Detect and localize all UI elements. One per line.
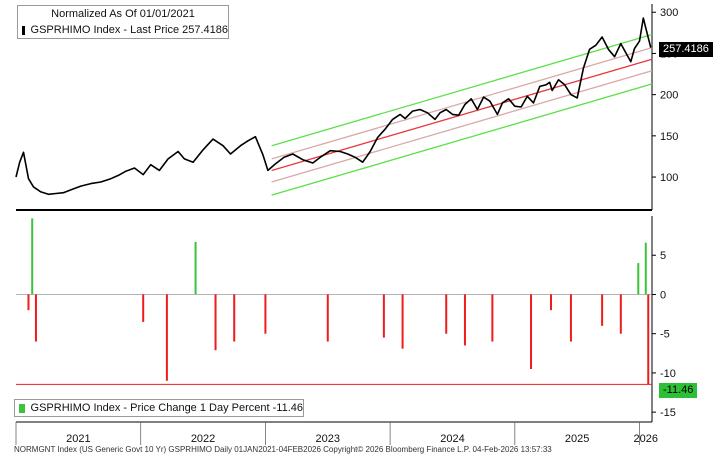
change-bar	[27, 294, 30, 311]
change-y-tick-label: -15	[660, 407, 676, 419]
change-bar	[34, 294, 37, 342]
change-bar	[233, 294, 236, 342]
change-bar	[644, 242, 647, 295]
year-axis: 2021 2022 2023 2024 2025 2026	[15, 421, 658, 445]
lower-outer-band	[271, 83, 653, 196]
change-bar	[601, 294, 604, 326]
change-bar	[463, 294, 466, 346]
change-bar	[569, 294, 572, 342]
change-bar	[637, 263, 640, 295]
year-tick-label: 2025	[565, 433, 589, 445]
change-bar	[491, 294, 494, 342]
change-bar	[194, 241, 197, 295]
last-change-tag: -11.46	[659, 383, 698, 398]
last-price-tag: 257.4186	[659, 42, 713, 57]
change-bar	[647, 294, 650, 385]
year-tick-label: 2023	[316, 433, 340, 445]
change-bar	[165, 294, 168, 381]
change-bar	[31, 218, 34, 295]
footer-note: NORMGNT Index (US Generic Govt 10 Yr) GS…	[14, 445, 552, 454]
change-legend-box: GSPRHIMO Index - Price Change 1 Day Perc…	[14, 399, 304, 417]
change-bar	[619, 294, 622, 334]
year-tick-label: 2024	[440, 433, 464, 445]
change-bar	[382, 294, 385, 338]
change-bar	[264, 294, 267, 334]
regression-line	[271, 58, 653, 172]
year-tick-label: 2022	[191, 433, 215, 445]
price-legend-label: GSPRHIMO Index - Last Price 257.4186	[30, 24, 228, 36]
change-legend-label: GSPRHIMO Index - Price Change 1 Day Perc…	[30, 402, 303, 414]
change-bar	[326, 294, 329, 342]
price-series-line	[15, 17, 652, 196]
lower-inner-band	[271, 70, 653, 183]
change-legend-swatch	[19, 403, 25, 413]
price-y-tick-label: 100	[660, 172, 678, 184]
price-legend-swatch	[22, 25, 25, 35]
upper-outer-band	[271, 33, 653, 147]
upper-inner-band	[271, 47, 653, 160]
change-bar	[142, 294, 145, 322]
price-legend-box: Normalized As Of 01/01/2021 GSPRHIMO Ind…	[17, 5, 229, 39]
change-bar	[214, 294, 217, 351]
year-tick-label: 2026	[634, 433, 658, 445]
change-bar	[401, 294, 404, 349]
change-y-tick-label: -10	[660, 368, 676, 380]
year-tick-label: 2021	[66, 433, 90, 445]
price-y-tick-label: 300	[660, 7, 678, 19]
change-y-tick-label: 5	[660, 250, 666, 262]
change-bar	[445, 294, 448, 334]
price-y-tick-label: 150	[660, 131, 678, 143]
change-panel: 5 0 -5 -10 -15	[16, 216, 676, 422]
chart-title: Normalized As Of 01/01/2021	[51, 8, 195, 20]
change-y-tick-label: 0	[660, 289, 666, 301]
change-bar	[549, 294, 552, 311]
change-bar	[530, 294, 533, 369]
change-y-tick-label: -5	[660, 329, 670, 341]
price-y-tick-label: 200	[660, 90, 678, 102]
